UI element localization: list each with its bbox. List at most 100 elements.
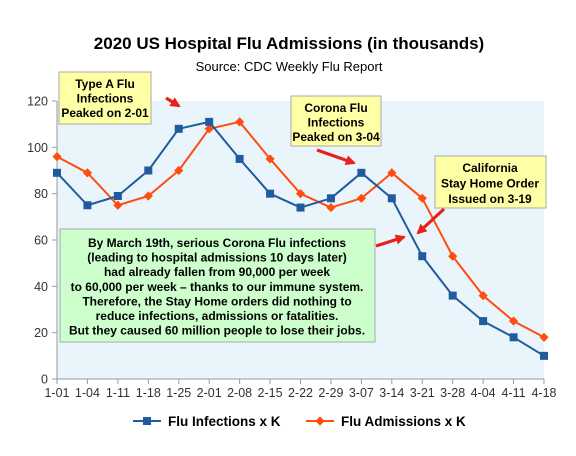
data-point	[143, 417, 151, 425]
series-layer	[52, 117, 549, 360]
x-tick-label: 2-15	[258, 386, 283, 400]
arrow-corona	[316, 148, 356, 166]
annotation-box	[434, 155, 547, 209]
arrow-type-a	[165, 96, 181, 108]
data-point	[448, 291, 457, 300]
data-point	[478, 291, 488, 301]
data-point	[448, 251, 458, 261]
data-point	[387, 168, 397, 178]
data-point	[83, 201, 92, 210]
data-point	[387, 194, 396, 203]
annotation-text: Issued on 3-19	[448, 192, 532, 206]
x-tick-label: 3-14	[379, 386, 404, 400]
x-tick-label: 3-07	[349, 386, 374, 400]
annotation-text: Therefore, the Stay Home orders did noth…	[82, 294, 351, 308]
annotation-text: had already fallen from 90,000 per week	[104, 265, 330, 279]
data-point	[357, 168, 366, 177]
y-tick-label: 60	[34, 234, 48, 248]
data-point	[174, 165, 184, 176]
data-point	[479, 317, 488, 326]
data-point	[82, 168, 93, 178]
x-tick-label: 3-21	[410, 386, 435, 400]
annotation-text: reduce infections, admissions or fatalit…	[96, 309, 339, 323]
annotation-text: to 60,000 per week – thanks to our immun…	[71, 280, 364, 294]
x-tick-label: 1-25	[166, 386, 191, 400]
annotation-text: But they caused 60 million people to los…	[69, 324, 365, 338]
data-point	[539, 332, 549, 342]
x-tick-label: 2-08	[227, 386, 252, 400]
data-point	[315, 416, 325, 426]
data-point	[265, 154, 275, 164]
data-point	[540, 351, 548, 360]
y-tick-label: 20	[34, 326, 48, 340]
x-tick-label: 3-28	[440, 386, 465, 400]
annotation-text: Corona Flu	[304, 101, 367, 115]
x-tick-label: 4-18	[531, 386, 556, 400]
annotation-text: California	[462, 161, 518, 175]
data-point	[417, 193, 427, 203]
data-point	[295, 189, 306, 199]
data-point	[235, 154, 244, 163]
data-point	[418, 252, 427, 261]
data-point	[508, 316, 519, 326]
y-tick-label: 120	[27, 95, 48, 109]
arrow-california	[416, 207, 446, 235]
annotation-box	[59, 228, 376, 343]
x-tick-label: 1-01	[44, 386, 69, 400]
axes: 0 20 40 60 80 100 120 1-01 1-04 1-11 1-18 1-25 2-01 2…	[27, 95, 556, 401]
legend-item: Flu Admissions x K	[306, 414, 466, 429]
y-tick-label: 100	[27, 141, 48, 155]
annotation-text: Infections	[77, 92, 134, 106]
legend-label: Flu Admissions x K	[341, 414, 466, 429]
data-point	[143, 191, 153, 201]
annotation-text: Peaked on 2-01	[61, 106, 149, 120]
annotation-text: Type A Flu	[75, 77, 135, 91]
x-tick-label: 1-11	[106, 386, 130, 400]
data-point	[113, 191, 122, 200]
data-point	[53, 168, 61, 177]
x-tick-label: 2-22	[288, 386, 313, 400]
x-tick-label: 1-18	[136, 386, 161, 400]
annotation-text: Stay Home Order	[441, 177, 539, 191]
annotation-box	[58, 71, 152, 125]
data-point	[174, 124, 183, 133]
arrow-summary	[375, 234, 406, 248]
x-tick-label: 2-01	[197, 386, 222, 400]
data-point	[326, 194, 335, 203]
data-point	[266, 189, 275, 198]
data-point	[326, 202, 336, 213]
annotation-text: (leading to hospital admissions 10 days …	[87, 251, 346, 265]
data-point	[235, 117, 245, 127]
annotation-text: By March 19th, serious Corona Flu infect…	[88, 236, 346, 250]
data-point	[356, 193, 366, 203]
data-point	[205, 117, 214, 126]
chart-title: 2020 US Hospital Flu Admissions (in thou…	[94, 34, 484, 53]
data-point	[52, 152, 62, 162]
legend-label: Flu Infections x K	[168, 414, 281, 429]
y-tick-label: 40	[34, 280, 48, 294]
series-flu-infections	[53, 117, 548, 360]
chart-subtitle: Source: CDC Weekly Flu Report	[196, 59, 383, 74]
data-point	[509, 333, 518, 342]
x-tick-label: 2-29	[318, 386, 343, 400]
y-tick-label: 0	[41, 373, 48, 387]
x-tick-label: 4-11	[502, 386, 526, 400]
series-flu-admissions	[52, 117, 549, 342]
data-point	[296, 203, 305, 212]
x-tick-label: 4-04	[471, 386, 496, 400]
annotation-text: Infections	[308, 116, 365, 130]
data-point	[113, 200, 123, 210]
y-tick-label: 80	[34, 187, 48, 201]
legend: Flu Infections x K Flu Admissions x K	[133, 414, 466, 429]
annotation-summary: By March 19th, serious Corona Flu infect…	[59, 228, 376, 343]
data-point	[144, 166, 153, 175]
x-tick-label: 1-04	[75, 386, 100, 400]
data-point	[204, 124, 214, 134]
annotation-text: Peaked on 3-04	[292, 130, 380, 144]
